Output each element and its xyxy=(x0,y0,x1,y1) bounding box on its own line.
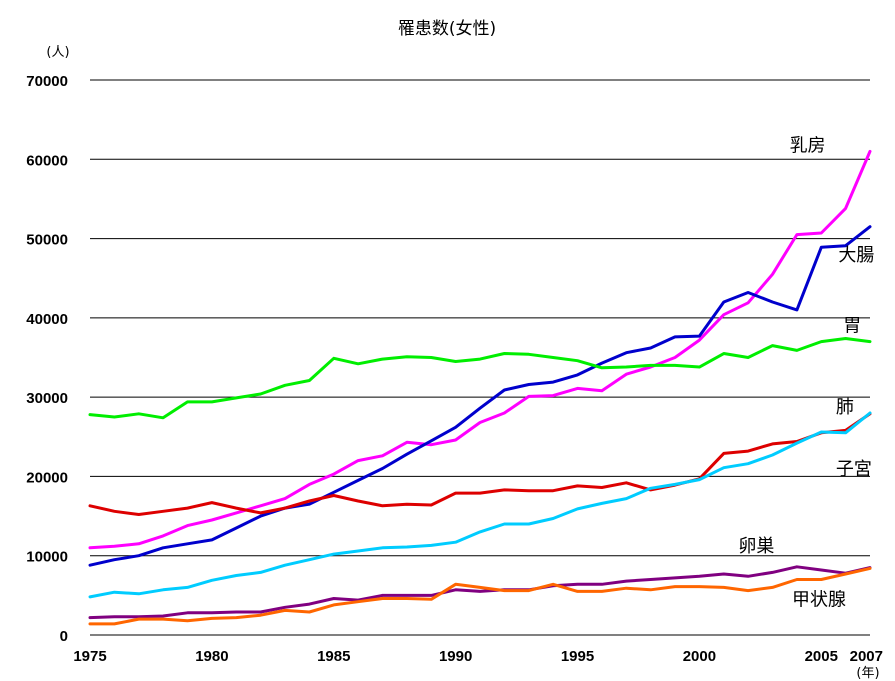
series-label: 肺 xyxy=(836,397,854,418)
x-tick-label: 1975 xyxy=(73,648,106,665)
series-label: 乳房 xyxy=(790,135,826,156)
y-tick-label: 30000 xyxy=(26,390,68,407)
x-tick-label: 2007 xyxy=(850,648,883,665)
series-lines xyxy=(88,149,872,626)
series-label: 甲状腺 xyxy=(792,590,846,611)
series-label: 大腸 xyxy=(838,245,874,266)
axes: 0 10000 20000 30000 40000 50000 60000 70000 1975… xyxy=(26,73,883,665)
series-label: 卵巣 xyxy=(738,536,774,557)
series-line-子宮 xyxy=(88,411,872,599)
x-axis-unit: (年) xyxy=(856,666,879,681)
x-tick-label: 2005 xyxy=(805,648,838,665)
x-tick-label: 1990 xyxy=(439,648,472,665)
y-tick-label: 0 xyxy=(60,628,68,645)
y-tick-label: 40000 xyxy=(26,311,68,328)
gridlines xyxy=(90,79,870,557)
series-label: 胃 xyxy=(843,315,861,336)
y-axis-unit: (人) xyxy=(46,45,69,60)
y-tick-label: 50000 xyxy=(26,232,68,249)
y-tick-label: 70000 xyxy=(26,73,68,90)
x-tick-label: 1980 xyxy=(195,648,228,665)
y-tick-label: 20000 xyxy=(26,469,68,486)
series-line-乳房 xyxy=(88,149,872,550)
x-tick-label: 2000 xyxy=(683,648,716,665)
series-line-甲状腺 xyxy=(88,566,872,626)
series-line-卵巣 xyxy=(88,565,872,620)
series-line-大腸 xyxy=(88,225,872,567)
series-line-胃 xyxy=(88,337,872,420)
chart-title: 罹患数(女性) xyxy=(398,19,496,39)
y-tick-label: 60000 xyxy=(26,152,68,169)
x-tick-label: 1985 xyxy=(317,648,350,665)
series-line-肺 xyxy=(88,412,872,516)
series-label: 子宮 xyxy=(836,459,872,480)
y-tick-label: 10000 xyxy=(26,549,68,566)
x-tick-label: 1995 xyxy=(561,648,594,665)
